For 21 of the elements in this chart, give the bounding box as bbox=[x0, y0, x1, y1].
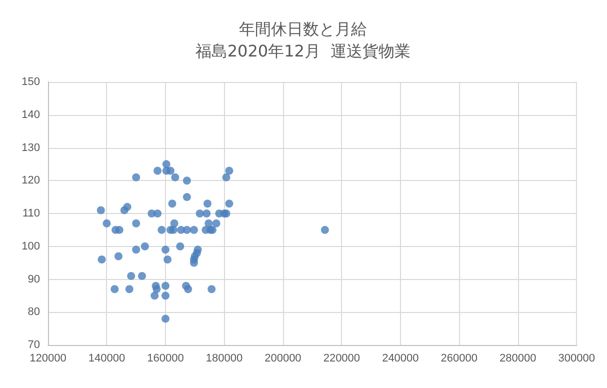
x-tick-label: 220000 bbox=[323, 352, 360, 364]
y-tick-label: 130 bbox=[22, 142, 40, 154]
y-tick-label: 150 bbox=[22, 76, 40, 88]
y-tick-label: 90 bbox=[28, 273, 40, 286]
y-tick-label: 120 bbox=[22, 174, 40, 187]
y-tick-label: 110 bbox=[22, 208, 40, 220]
x-tick-label: 200000 bbox=[264, 352, 302, 364]
x-tick-label: 280000 bbox=[500, 352, 536, 364]
x-tick-label: 140000 bbox=[88, 352, 126, 364]
chart-title: 年間休日数と月給 bbox=[239, 20, 367, 38]
y-tick-label: 140 bbox=[22, 108, 40, 121]
x-tick-label: 260000 bbox=[440, 352, 478, 364]
y-tick-label: 70 bbox=[28, 339, 40, 351]
x-tick-label: 180000 bbox=[206, 352, 243, 364]
x-tick-label: 160000 bbox=[147, 352, 184, 364]
chart-subtitle: 福島2020年12月 運送貨物業 bbox=[195, 42, 411, 60]
y-tick-label: 80 bbox=[28, 306, 40, 318]
x-tick-label: 120000 bbox=[30, 352, 66, 364]
y-tick-label: 100 bbox=[22, 240, 40, 252]
x-tick-label: 240000 bbox=[382, 352, 419, 364]
x-tick-label: 300000 bbox=[558, 352, 596, 364]
